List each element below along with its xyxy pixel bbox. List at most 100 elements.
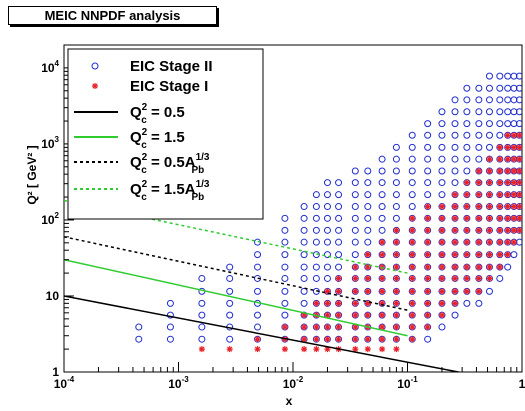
stage-ii-point [254,323,262,331]
legend-label: EIC Stage II [130,58,213,75]
stage-ii-point [312,238,320,246]
stage-ii-point [451,120,459,128]
stage-i-point [486,275,493,282]
stage-ii-point [378,155,386,163]
stage-ii-point [424,131,432,139]
stage-ii-point [378,191,386,199]
stage-i-point [510,215,517,222]
stage-ii-point [438,155,446,163]
stage-ii-point [392,155,400,163]
stage-ii-point [463,131,471,139]
stage-ii-point [364,179,372,187]
stage-i-point [324,336,331,343]
stage-ii-point [463,167,471,175]
stage-i-point [475,215,482,222]
stage-ii-point [463,108,471,116]
stage-ii-point [463,143,471,151]
stage-i-point [393,275,400,282]
stage-i-point [409,275,416,282]
stage-ii-point [475,131,483,139]
stage-ii-point [463,299,471,307]
stage-ii-point [323,274,331,282]
stage-ii-point [463,120,471,128]
stage-i-point [409,324,416,331]
stage-i-point [452,300,459,307]
stage-i-point [452,191,459,198]
stage-ii-point [451,143,459,151]
stage-i-point [364,251,371,258]
stage-ii-point [281,251,289,259]
stage-ii-point [485,143,493,151]
stage-ii-point [485,120,493,128]
stage-i-point [424,203,431,210]
stage-ii-point [451,108,459,116]
stage-ii-point [351,238,359,246]
stage-ii-point [226,263,234,271]
stage-ii-point [438,191,446,199]
stage-ii-point [300,251,308,259]
stage-i-point [463,239,470,246]
stage-i-point [409,288,416,295]
stage-ii-point [485,108,493,116]
stage-i-point [486,227,493,234]
stage-i-point [438,203,445,210]
stage-i-point [438,288,445,295]
stage-i-point [379,346,386,353]
stage-i-point [504,239,511,246]
chart-title-box: MEIC NNPDF analysis [8,6,217,25]
stage-ii-point [351,226,359,234]
stage-ii-point [254,287,262,295]
stage-i-point [393,264,400,271]
stage-ii-point [300,238,308,246]
stage-ii-point [515,84,522,92]
stage-i-point [486,215,493,222]
stage-ii-point [438,179,446,187]
stage-i-point [510,191,517,198]
legend-marker-star [92,83,98,89]
stage-ii-point [496,84,504,92]
stage-ii-point [392,214,400,222]
stage-i-point [475,251,482,258]
stage-i-point [463,264,470,271]
stage-ii-point [312,263,320,271]
stage-ii-point [166,335,174,343]
stage-i-point [475,275,482,282]
stage-ii-point [254,263,262,271]
stage-ii-point [485,84,493,92]
legend-box [67,48,264,220]
stage-ii-point [438,143,446,151]
x-tick-label: 10-3 [168,375,189,391]
stage-i-point [324,300,331,307]
stage-ii-point [424,120,432,128]
stage-i-point [393,300,400,307]
stage-ii-point [424,179,432,187]
stage-ii-point [323,214,331,222]
stage-i-point [424,227,431,234]
stage-ii-point [226,299,234,307]
stage-ii-point [254,251,262,259]
stage-i-point [335,336,342,343]
stage-ii-point [451,96,459,104]
x-tick-label: 1 [519,377,525,391]
y-axis-label: Q² [ GeV² ] [25,145,39,204]
stage-i-point [486,179,493,186]
stage-ii-point [351,179,359,187]
stage-i-point [496,251,503,258]
stage-ii-point [323,179,331,187]
stage-i-point [424,300,431,307]
stage-i-point [409,227,416,234]
y-tick-label: 102 [41,211,59,227]
stage-i-point [324,312,331,319]
stage-ii-point [515,96,522,104]
stage-i-point [352,264,359,271]
stage-ii-point [451,131,459,139]
stage-i-point [516,191,522,198]
stage-ii-point [335,191,343,199]
stage-i-point [226,346,233,353]
stage-ii-point [335,203,343,211]
stage-i-point [510,168,517,175]
stage-i-point [463,288,470,295]
stage-i-point [463,251,470,258]
